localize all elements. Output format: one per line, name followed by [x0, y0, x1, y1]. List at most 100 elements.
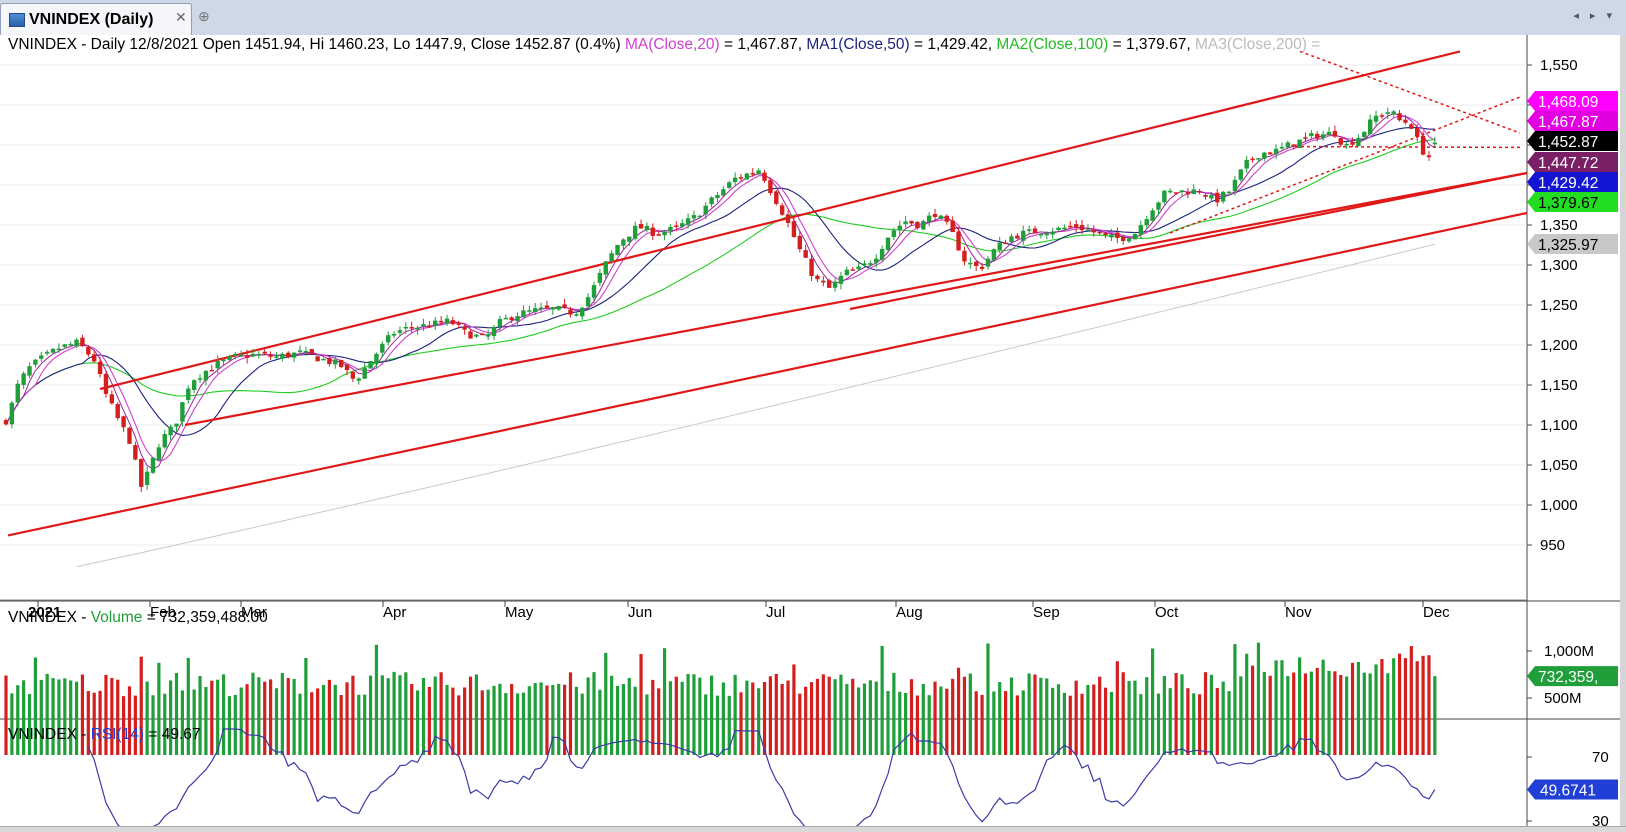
volume-bar: [792, 664, 796, 755]
volume-bar: [92, 692, 96, 755]
candle-body: [1403, 119, 1408, 123]
volume-bar: [1186, 688, 1190, 755]
candle-body: [685, 218, 691, 225]
candle-body: [421, 324, 426, 327]
volume-bar: [915, 695, 919, 755]
candle-body: [1256, 158, 1261, 160]
volume-bar: [351, 675, 355, 755]
price-tag-bg: [1527, 152, 1618, 172]
volume-bar: [410, 684, 414, 755]
volume-header: VNINDEX - Volume = 732,359,488.00: [8, 609, 268, 626]
volume-bar: [1245, 653, 1249, 755]
date-tick-label: Dec: [1423, 604, 1450, 621]
candle-body: [597, 272, 603, 283]
volume-bar: [768, 676, 772, 755]
ma200-label: MA3(Close,200) =: [1195, 36, 1320, 53]
candle-body: [891, 230, 897, 238]
close-icon[interactable]: ✕: [175, 9, 187, 25]
candle-body: [1132, 234, 1138, 240]
tab-vnindex-daily[interactable]: VNINDEX (Daily) ✕: [0, 3, 192, 36]
candle-body: [92, 354, 97, 362]
candle-body: [815, 275, 820, 280]
candle-body: [1379, 115, 1385, 117]
candle-body: [1121, 236, 1126, 241]
volume-bar: [327, 679, 331, 755]
candle-body: [1362, 131, 1367, 138]
candle-body: [662, 231, 667, 236]
volume-bar: [151, 695, 155, 755]
candle-body: [309, 349, 314, 355]
tab-nav-icon[interactable]: ◂ ▸ ▾: [1573, 10, 1616, 22]
volume-bar: [1192, 693, 1196, 755]
candle-body: [538, 307, 544, 310]
new-tab-icon[interactable]: ⊕: [198, 8, 210, 24]
candle-body: [668, 226, 673, 231]
date-tick-label: May: [505, 604, 534, 621]
trendlines: [7, 50, 1528, 537]
candle-body: [1303, 137, 1308, 139]
candle-body: [1338, 138, 1343, 145]
candle-body: [821, 280, 826, 283]
volume-bar: [22, 680, 26, 755]
volume-bar: [692, 674, 696, 755]
volume-bar: [1051, 687, 1055, 755]
volume-bar: [245, 684, 249, 755]
volume-header-prefix: VNINDEX -: [8, 609, 91, 626]
volume-bar: [545, 685, 549, 755]
volume-tag: 732,359,: [1527, 666, 1618, 687]
candle-body: [268, 355, 273, 357]
candle-body: [1391, 111, 1396, 115]
chart-area[interactable]: 950 1,000 1,050 1,100 1,150 1,200 1,250 1,300 1,…: [0, 35, 1620, 826]
volume-bar: [1427, 655, 1431, 755]
ma100-value: = 1,379.67,: [1108, 36, 1195, 53]
volume-bar: [39, 679, 43, 755]
candle-body: [1185, 192, 1191, 195]
candle-body: [1126, 238, 1132, 242]
candle-body: [68, 344, 73, 346]
volume-tick-label: 1,000M: [1544, 643, 1594, 660]
candle-body: [1215, 192, 1220, 203]
candle-body: [974, 261, 979, 267]
volume-bar: [404, 672, 408, 755]
price-tick-label: 1,000: [1540, 497, 1578, 514]
volume-bar: [621, 683, 625, 755]
volume-bar: [809, 682, 814, 755]
candle-body: [56, 348, 62, 351]
moving-average-lines: [5, 113, 1436, 568]
volume-bar: [868, 680, 872, 755]
volume-bar: [909, 679, 914, 755]
candle-body: [1197, 191, 1202, 193]
volume-bar: [1392, 658, 1396, 755]
volume-bar: [1215, 688, 1219, 755]
candle-body: [1326, 131, 1332, 136]
volume-bar: [804, 686, 808, 755]
ascending-dotted-trendline: [1169, 96, 1521, 234]
volume-bar: [939, 686, 943, 755]
volume-bar: [1198, 694, 1202, 755]
date-tick-label: Jun: [628, 604, 652, 621]
candle-body: [221, 359, 226, 362]
volume-bar: [486, 689, 490, 755]
volume-bar: [1004, 691, 1008, 755]
volume-bar: [321, 684, 326, 755]
horizontal-scrollbar[interactable]: [0, 826, 1626, 832]
volume-bar: [568, 672, 573, 755]
tab-title: VNINDEX (Daily): [29, 11, 154, 28]
volume-bar: [615, 685, 620, 755]
volume-bar: [627, 677, 631, 755]
candle-body: [174, 423, 179, 427]
volume-bar: [10, 693, 14, 755]
candle-body: [256, 353, 262, 356]
volume-bar: [139, 656, 143, 755]
candle-body: [721, 189, 726, 196]
volume-bar: [227, 696, 232, 755]
candle-body: [1015, 235, 1020, 239]
candle-body: [1103, 232, 1108, 235]
volume-bar: [398, 675, 402, 755]
candle-body: [903, 221, 908, 225]
candle-body: [527, 310, 532, 312]
candle-body: [474, 334, 479, 337]
volume-bar: [439, 672, 443, 755]
candle-body: [350, 371, 356, 379]
